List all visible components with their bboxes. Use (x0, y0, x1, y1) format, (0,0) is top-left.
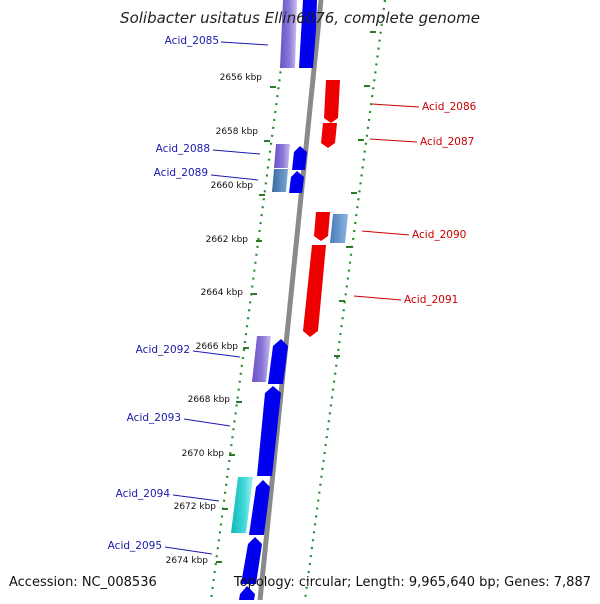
leader-line (183, 418, 231, 427)
genome-title: Solibacter usitatus Ellin6076, complete … (120, 9, 480, 27)
gene-arrow[interactable] (268, 339, 288, 384)
reverse-strand-genes (303, 80, 348, 337)
gene-arrow[interactable] (314, 212, 330, 241)
topology-label: Topology: circular; Length: 9,965,640 bp… (233, 575, 591, 590)
gene-arrow[interactable] (249, 480, 270, 535)
gene-arrow[interactable] (299, 0, 317, 68)
kbp-label: 2666 kbp (196, 342, 239, 352)
gene-arrow[interactable] (241, 537, 262, 584)
kbp-label: 2670 kbp (182, 449, 225, 459)
leader-line (353, 295, 402, 301)
gene-label[interactable]: Acid_2091 (404, 294, 458, 306)
kbp-label: 2660 kbp (211, 181, 254, 191)
gene-feature[interactable] (280, 0, 297, 68)
gene-arrow[interactable] (292, 146, 307, 170)
gene-arrow[interactable] (303, 245, 326, 337)
gene-feature[interactable] (231, 477, 253, 533)
gene-label[interactable]: Acid_2095 (108, 540, 162, 552)
kbp-ticks (216, 31, 376, 563)
leader-line (361, 230, 410, 236)
gene-arrow[interactable] (257, 386, 281, 476)
gene-feature[interactable] (272, 169, 288, 192)
gene-label[interactable]: Acid_2088 (156, 143, 210, 155)
label-leaders (164, 41, 420, 555)
gene-label[interactable]: Acid_2086 (422, 101, 477, 113)
gene-arrow[interactable] (289, 171, 304, 193)
genome-backbone (257, 0, 324, 601)
kbp-label: 2672 kbp (174, 502, 217, 512)
forward-strand-genes (231, 0, 317, 600)
kbp-label: 2664 kbp (201, 288, 244, 298)
leader-line (172, 494, 220, 502)
reverse-gene-labels: Acid_2086 Acid_2087 Acid_2090 Acid_2091 (404, 101, 477, 306)
leader-line (220, 41, 269, 46)
gene-feature[interactable] (252, 336, 271, 382)
accession-label: Accession: NC_008536 (9, 575, 157, 590)
kbp-label: 2662 kbp (206, 235, 249, 245)
gene-label[interactable]: Acid_2089 (154, 167, 208, 179)
kbp-label: 2674 kbp (166, 556, 209, 566)
gene-label[interactable]: Acid_2094 (116, 488, 171, 500)
outer-dotted-track (303, 0, 387, 601)
gene-feature[interactable] (274, 144, 290, 168)
gene-arrow[interactable] (239, 586, 255, 600)
leader-line (212, 149, 261, 155)
gene-label[interactable]: Acid_2085 (165, 35, 219, 47)
kbp-label: 2668 kbp (188, 395, 231, 405)
gene-label[interactable]: Acid_2092 (136, 344, 190, 356)
leader-line (371, 103, 420, 108)
gene-label[interactable]: Acid_2090 (412, 229, 466, 241)
gene-feature[interactable] (330, 214, 348, 243)
leader-line (192, 350, 241, 358)
kbp-labels: 2656 kbp 2658 kbp 2660 kbp 2662 kbp 2664… (166, 73, 263, 566)
kbp-label: 2656 kbp (220, 73, 263, 83)
gene-arrow[interactable] (321, 123, 337, 148)
forward-gene-labels: Acid_2085 Acid_2088 Acid_2089 Acid_2092 … (108, 35, 219, 552)
inner-dotted-track (209, 0, 292, 601)
gene-label[interactable]: Acid_2093 (127, 412, 181, 424)
gene-label[interactable]: Acid_2087 (420, 136, 474, 148)
leader-line (164, 546, 213, 555)
leader-line (369, 138, 418, 143)
leader-line (210, 174, 259, 181)
gene-arrow[interactable] (324, 80, 340, 123)
kbp-label: 2658 kbp (216, 127, 259, 137)
